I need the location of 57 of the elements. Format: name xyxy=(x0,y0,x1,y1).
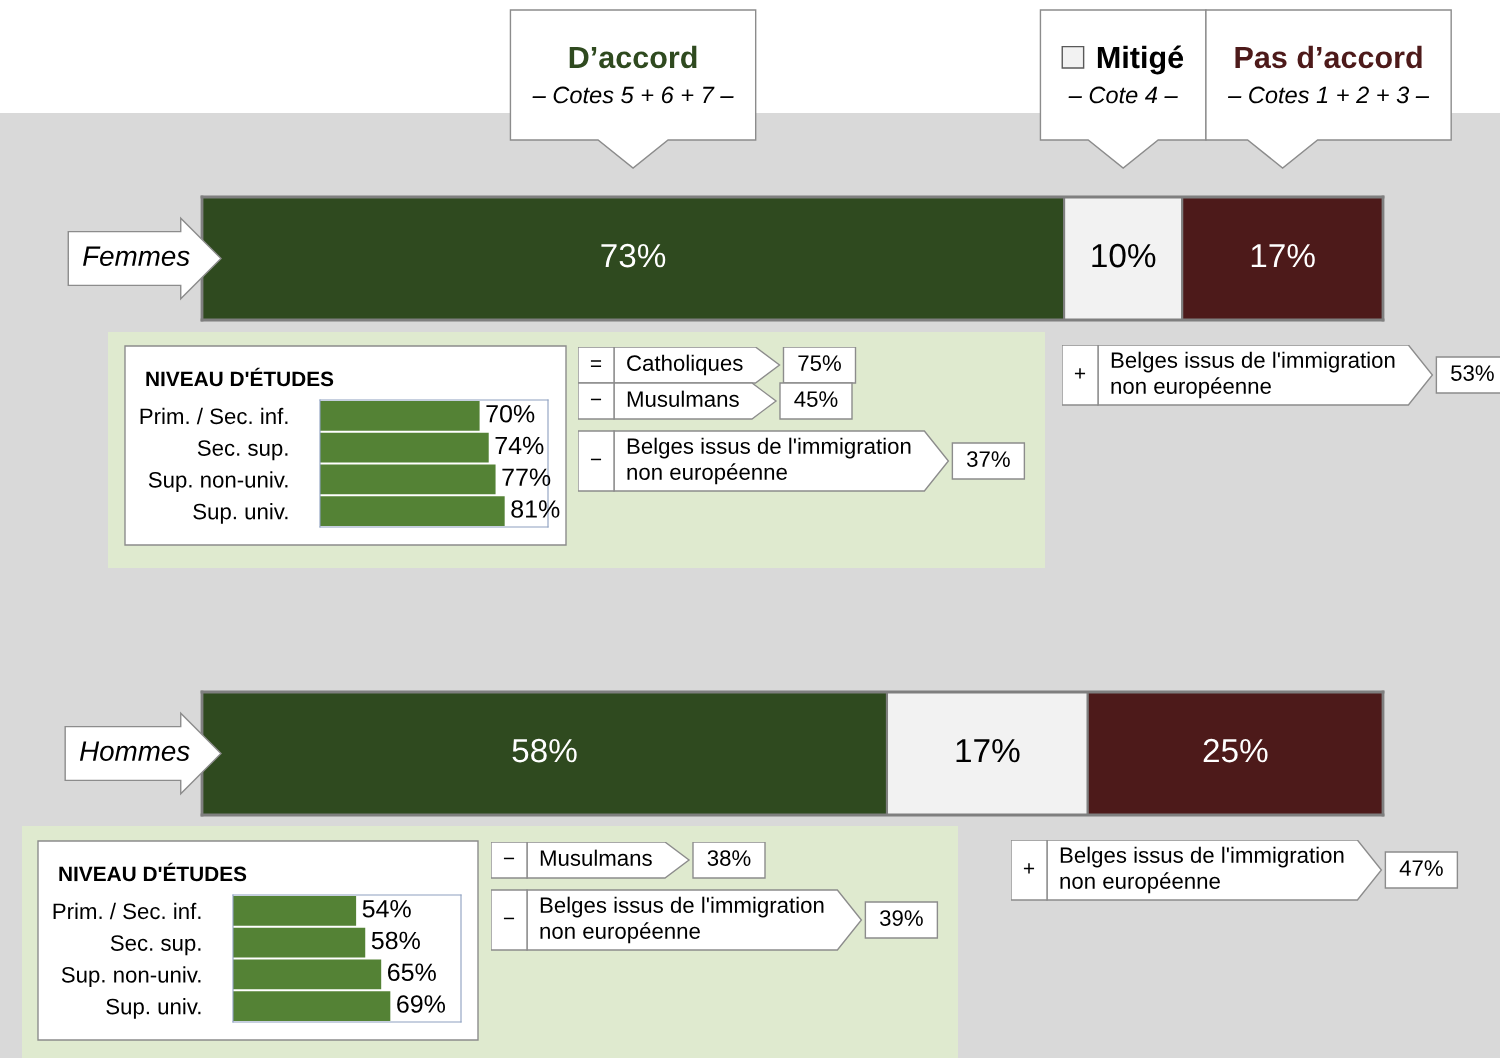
y-tick-label: Sec. sup. xyxy=(110,935,201,956)
y-tick-label: Sup. univ. xyxy=(193,503,288,524)
bar xyxy=(233,991,391,1022)
y-tick-label: Sup. non-univ. xyxy=(148,471,288,493)
data-label: 65% xyxy=(388,963,436,982)
text: 39% xyxy=(879,910,923,926)
text: − xyxy=(503,857,515,860)
data-label: 10% xyxy=(1092,243,1156,268)
chart-title: NIVEAU D'ÉTUDES xyxy=(59,862,247,882)
category-label: Belges issus de l'immigration non européenne xyxy=(627,437,911,485)
data-label: 25% xyxy=(1203,738,1268,763)
data-label: 58% xyxy=(371,931,420,950)
data-label: 54% xyxy=(362,899,411,918)
y-tick-label: Prim. / Sec. inf. xyxy=(53,902,201,920)
y-tick-label: Sup. univ. xyxy=(106,998,201,1019)
y-tick-label: Sup. non-univ. xyxy=(61,966,201,988)
text: – Cotes 1 + 2 + 3 – xyxy=(1227,86,1430,104)
data-label: 73% xyxy=(601,243,666,268)
data-label: 17% xyxy=(1251,243,1315,268)
category-label: Musulmans xyxy=(540,849,652,866)
text: + xyxy=(1074,368,1086,379)
text: − xyxy=(590,398,602,401)
text: − xyxy=(503,917,515,920)
category-label: Musulmans xyxy=(627,390,739,407)
bar xyxy=(320,400,480,431)
data-label: 58% xyxy=(512,738,577,763)
y-tick-label: Sec. sup. xyxy=(197,440,288,461)
text: = xyxy=(590,360,602,367)
category-label: Belges issus de l'immigration non européenne xyxy=(1060,846,1344,894)
text: + xyxy=(1023,863,1035,874)
category-label: Catholiques xyxy=(627,354,743,376)
text: 45% xyxy=(794,391,838,407)
text: 47% xyxy=(1399,860,1443,876)
bar xyxy=(320,496,505,527)
data-label: 17% xyxy=(956,738,1020,763)
text: – Cotes 5 + 6 + 7 – xyxy=(532,86,734,104)
text: 53% xyxy=(1451,365,1494,381)
data-label: 81% xyxy=(511,500,560,518)
text: – Cote 4 – xyxy=(1068,86,1178,104)
data-label: 74% xyxy=(495,436,544,455)
data-label: 70% xyxy=(486,404,535,423)
text: − xyxy=(590,458,602,461)
data-label: 69% xyxy=(397,995,446,1013)
text: D’accord xyxy=(569,45,697,69)
text: 37% xyxy=(966,451,1010,467)
text: 38% xyxy=(707,850,751,866)
category-label: Belges issus de l'immigration non européenne xyxy=(1111,351,1395,399)
legend-label: Mitigé xyxy=(1097,45,1184,75)
bar xyxy=(233,895,357,926)
data-label: 77% xyxy=(502,468,551,486)
y-tick-label: Femmes xyxy=(83,246,190,266)
chart-title: NIVEAU D'ÉTUDES xyxy=(146,367,334,387)
category-label: Belges issus de l'immigration non européenne xyxy=(540,896,824,944)
y-tick-label: Hommes xyxy=(79,741,190,761)
y-tick-label: Prim. / Sec. inf. xyxy=(140,407,288,425)
text: Pas d’accord xyxy=(1235,45,1422,69)
text: 75% xyxy=(798,355,841,371)
